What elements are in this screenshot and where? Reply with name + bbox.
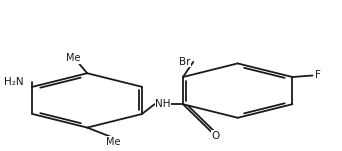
Text: Me: Me bbox=[106, 137, 120, 147]
Text: NH: NH bbox=[155, 99, 171, 109]
Text: O: O bbox=[211, 131, 220, 141]
Text: Me: Me bbox=[66, 53, 81, 63]
Text: Br: Br bbox=[179, 57, 190, 67]
Text: H₂N: H₂N bbox=[4, 77, 24, 87]
Text: F: F bbox=[315, 71, 321, 80]
